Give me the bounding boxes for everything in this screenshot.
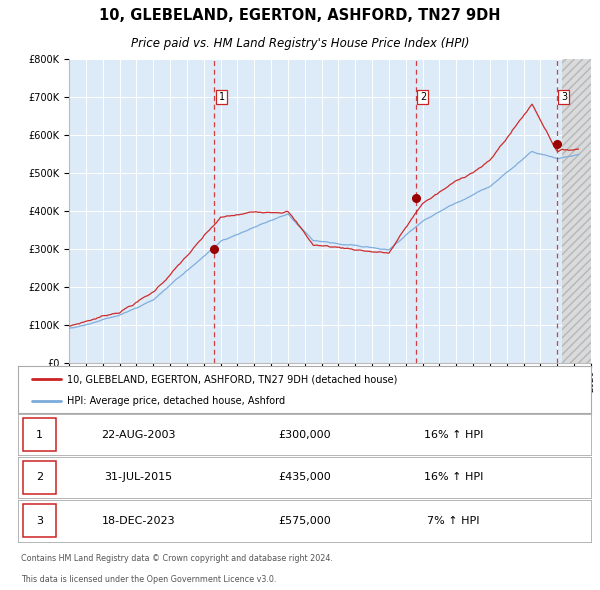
Text: 31-JUL-2015: 31-JUL-2015 (104, 473, 172, 482)
Text: HPI: Average price, detached house, Ashford: HPI: Average price, detached house, Ashf… (67, 396, 285, 406)
Text: This data is licensed under the Open Government Licence v3.0.: This data is licensed under the Open Gov… (21, 575, 276, 584)
Text: 16% ↑ HPI: 16% ↑ HPI (424, 430, 483, 440)
Text: 1: 1 (218, 92, 225, 102)
FancyBboxPatch shape (23, 461, 56, 494)
Text: £300,000: £300,000 (278, 430, 331, 440)
Text: 16% ↑ HPI: 16% ↑ HPI (424, 473, 483, 482)
FancyBboxPatch shape (23, 504, 56, 537)
Text: 18-DEC-2023: 18-DEC-2023 (101, 516, 175, 526)
Text: 10, GLEBELAND, EGERTON, ASHFORD, TN27 9DH (detached house): 10, GLEBELAND, EGERTON, ASHFORD, TN27 9D… (67, 374, 397, 384)
Text: 1: 1 (36, 430, 43, 440)
FancyBboxPatch shape (23, 418, 56, 451)
Text: 22-AUG-2003: 22-AUG-2003 (101, 430, 176, 440)
Text: £575,000: £575,000 (278, 516, 331, 526)
Text: Price paid vs. HM Land Registry's House Price Index (HPI): Price paid vs. HM Land Registry's House … (131, 37, 469, 50)
Text: 2: 2 (35, 473, 43, 482)
Text: 2: 2 (420, 92, 426, 102)
Text: 10, GLEBELAND, EGERTON, ASHFORD, TN27 9DH: 10, GLEBELAND, EGERTON, ASHFORD, TN27 9D… (99, 8, 501, 23)
Text: 3: 3 (36, 516, 43, 526)
Text: Contains HM Land Registry data © Crown copyright and database right 2024.: Contains HM Land Registry data © Crown c… (21, 555, 333, 563)
Text: 3: 3 (561, 92, 567, 102)
Text: 7% ↑ HPI: 7% ↑ HPI (427, 516, 480, 526)
Bar (562, 59, 599, 363)
Text: £435,000: £435,000 (278, 473, 331, 482)
